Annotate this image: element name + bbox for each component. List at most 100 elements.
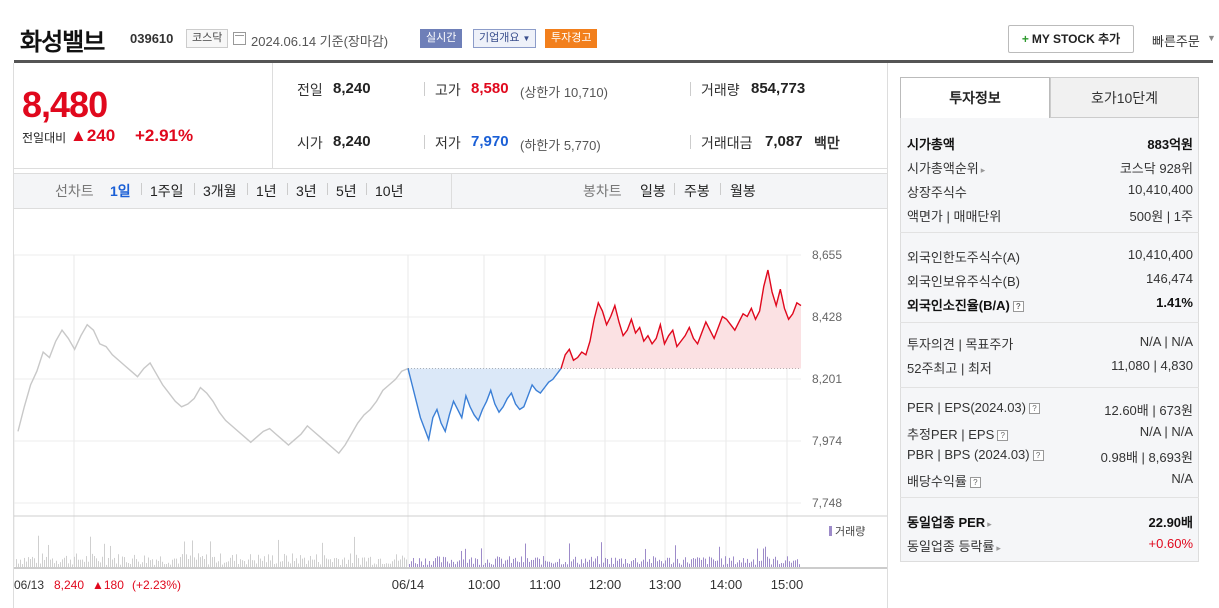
volume-bar <box>479 564 480 567</box>
prev-volume-bar <box>198 553 199 567</box>
quick-order-link[interactable]: 빠른주문 <box>1152 34 1200 49</box>
info-label[interactable]: 동일업종 등락률 ▸ <box>907 536 1001 555</box>
prev-volume-bar <box>282 561 283 567</box>
realtime-button[interactable]: 실시간 <box>420 29 463 48</box>
volume-bar <box>533 559 534 567</box>
volume-bar <box>675 545 676 567</box>
info-label: 외국인보유주식수(B) <box>907 271 1020 290</box>
prev-volume-bar <box>228 561 229 567</box>
prev-volume-bar <box>112 559 113 567</box>
volume-bar <box>595 558 596 567</box>
tab-invest-info[interactable]: 투자정보 <box>900 77 1050 118</box>
volume-bar <box>543 556 544 567</box>
prev-volume-bar <box>358 558 359 567</box>
prev-volume-bar <box>58 564 59 567</box>
volume-bar <box>725 556 726 567</box>
prev-volume-bar <box>264 556 265 567</box>
prev-volume-bar <box>204 558 205 567</box>
prev-volume-bar <box>110 545 111 567</box>
volume-bar <box>477 559 478 567</box>
summary-bottom-line <box>14 168 887 169</box>
volume-bar <box>645 548 646 567</box>
candle-weekly[interactable]: 주봉 <box>684 183 710 199</box>
prev-volume-bar <box>34 558 35 567</box>
help-icon[interactable]: ? <box>969 476 981 488</box>
volume-bar <box>561 564 562 567</box>
prev-volume-bar <box>332 562 333 567</box>
company-overview-label: 기업개요 <box>479 32 520 44</box>
volume-bar <box>729 557 730 567</box>
volume-bar <box>751 561 752 567</box>
volume-bar <box>609 564 610 567</box>
period-1w[interactable]: 1주일 <box>150 183 184 199</box>
period-1y[interactable]: 1년 <box>256 183 277 199</box>
volume-bar <box>587 561 588 567</box>
info-value: 코스닥 928위 <box>1119 161 1193 176</box>
help-icon[interactable]: ? <box>1029 403 1040 414</box>
prev-volume-bar <box>206 554 207 567</box>
prev-volume-bar <box>22 564 23 567</box>
prev-close-value: 8,240 <box>333 80 371 97</box>
period-3m[interactable]: 3개월 <box>203 183 237 199</box>
prev-volume-bar <box>276 563 277 567</box>
volume-bar <box>677 558 678 567</box>
prev-volume-bar <box>322 542 323 567</box>
prev-volume-bar <box>212 557 213 567</box>
tab-order-book[interactable]: 호가10단계 <box>1050 77 1199 118</box>
help-icon[interactable]: ? <box>1032 450 1044 461</box>
period-5y[interactable]: 5년 <box>336 183 357 199</box>
prev-volume-bar <box>372 564 373 567</box>
volume-bar <box>743 558 744 567</box>
volume-bar <box>439 556 440 567</box>
help-icon[interactable]: ? <box>1012 301 1024 312</box>
volume-bar <box>789 561 790 567</box>
prev-volume-bar <box>368 557 369 567</box>
prev-volume-bar <box>56 560 57 567</box>
candle-daily[interactable]: 일봉 <box>640 183 666 199</box>
prev-volume-bar <box>108 557 109 567</box>
prev-volume-bar <box>98 561 99 567</box>
toolbar-divider <box>451 173 452 209</box>
info-label: 시가총액 <box>907 134 955 153</box>
volume-bar <box>461 550 462 567</box>
help-icon[interactable]: ? <box>997 429 1009 441</box>
prev-volume-bar <box>52 558 53 567</box>
prev-volume-bar <box>194 557 195 567</box>
info-label[interactable]: 시가총액순위 ▸ <box>907 158 985 177</box>
chevron-right-icon: ▸ <box>980 165 986 175</box>
prev-volume-bar <box>44 559 45 567</box>
info-label-text: 외국인보유주식수(B) <box>907 274 1021 289</box>
my-stock-add-button[interactable]: + MY STOCK 추가 <box>1008 25 1134 53</box>
candle-monthly[interactable]: 월봉 <box>730 183 756 199</box>
company-overview-dropdown[interactable]: 기업개요 ▼ <box>473 29 537 48</box>
y-tick-label: 7,748 <box>812 496 842 510</box>
prev-volume-bar <box>160 556 161 567</box>
period-3y[interactable]: 3년 <box>296 183 317 199</box>
period-10y[interactable]: 10년 <box>375 183 404 199</box>
calendar-icon <box>233 32 246 45</box>
info-group-divider <box>900 497 1199 498</box>
volume-bar <box>547 561 548 567</box>
left-border <box>13 63 14 608</box>
info-value: 1.41% <box>1156 295 1193 310</box>
prev-volume-bar <box>192 540 193 567</box>
volume-bar <box>707 564 708 567</box>
info-label: PBR | BPS (2024.03)? <box>907 447 1044 462</box>
prev-volume-bar <box>196 559 197 567</box>
prev-volume-bar <box>374 563 375 567</box>
chevron-down-icon[interactable]: ▼ <box>1207 33 1216 43</box>
prev-volume-bar <box>342 559 343 567</box>
volume-bar <box>455 564 456 567</box>
volume-bar <box>453 561 454 567</box>
intraday-chart[interactable]: 8,655 8,428 8,201 7,974 7,748 거래량 06/14 10:00 11… <box>14 230 887 608</box>
prev-volume-bar <box>38 535 39 567</box>
prev-volume-bar <box>400 559 401 567</box>
volume-bar <box>621 558 622 567</box>
prev-volume-bar <box>30 559 31 567</box>
volume-bar <box>605 557 606 567</box>
prev-volume-bar <box>338 559 339 567</box>
volume-bar <box>541 564 542 567</box>
volume-bar <box>491 564 492 567</box>
period-1d[interactable]: 1일 <box>110 183 131 199</box>
info-label[interactable]: 동일업종 PER ▸ <box>907 512 992 531</box>
